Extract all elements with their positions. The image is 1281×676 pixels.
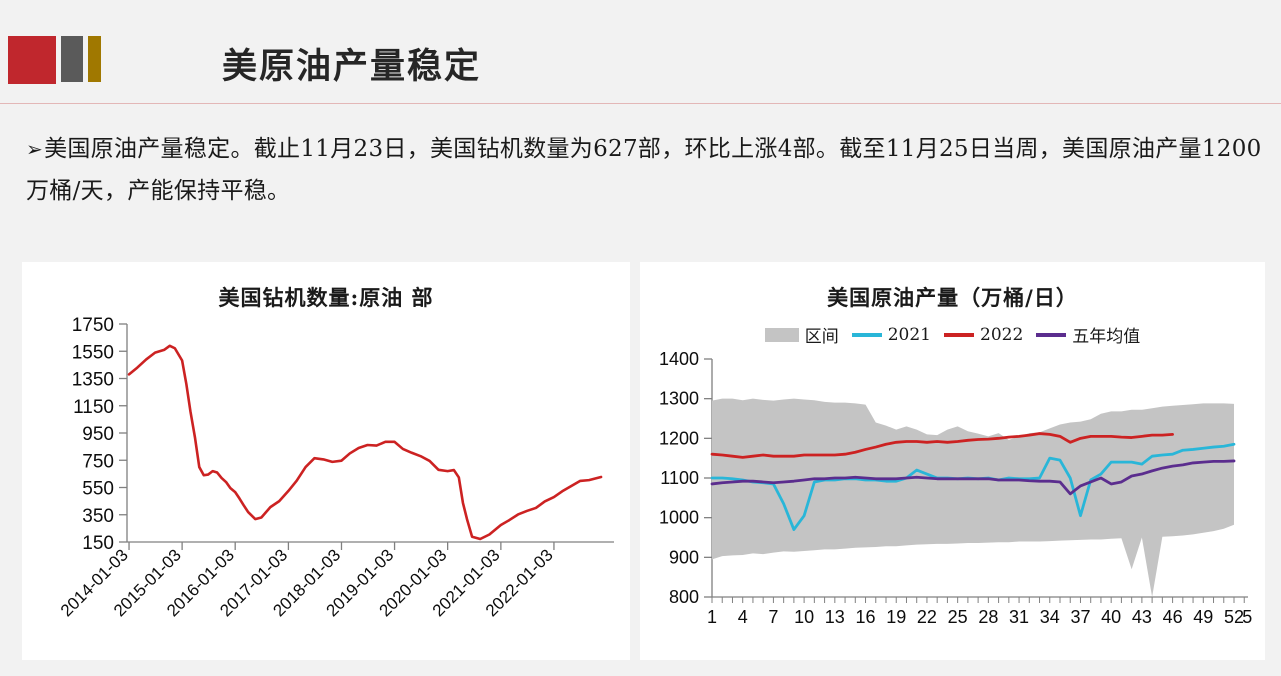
production-chart-legend: 区间 2021 2022 五年均值 [640, 322, 1265, 347]
svg-text:13: 13 [825, 607, 845, 627]
bullet-arrow-icon: ➢ [26, 137, 44, 161]
svg-text:1000: 1000 [659, 508, 699, 528]
legend-swatch-icon [851, 332, 882, 337]
red-bar-icon [8, 36, 56, 84]
legend-label: 2021 [887, 324, 931, 345]
legend-item-2021[interactable]: 2021 [851, 324, 931, 345]
svg-text:1750: 1750 [72, 315, 114, 336]
legend-swatch-icon [1036, 332, 1067, 337]
svg-text:16: 16 [856, 607, 876, 627]
svg-text:1400: 1400 [659, 349, 699, 369]
svg-text:350: 350 [82, 506, 114, 527]
production-plot: 800 900 1000 1100 1200 1300 1400 1 4 7 10 13 16 19 22 2… [640, 347, 1265, 662]
svg-text:19: 19 [886, 607, 906, 627]
legend-swatch-icon [764, 327, 799, 342]
body-paragraph-text: 美国原油产量稳定。截止11月23日，美国钻机数量为627部，环比上涨4部。截至1… [26, 136, 1262, 204]
svg-text:31: 31 [1009, 607, 1029, 627]
svg-text:550: 550 [82, 479, 114, 500]
svg-text:950: 950 [82, 424, 114, 445]
svg-text:1300: 1300 [659, 389, 699, 409]
svg-text:40: 40 [1101, 607, 1121, 627]
header-decoration-bars [8, 36, 101, 84]
legend-label: 五年均值 [1072, 327, 1141, 347]
slide-header: 美原油产量稳定 [0, 0, 1281, 104]
svg-text:43: 43 [1132, 607, 1152, 627]
svg-text:52: 52 [1224, 607, 1244, 627]
svg-text:1550: 1550 [72, 342, 114, 363]
production-chart-title: 美国原油产量（万桶/日） [827, 285, 1078, 310]
legend-swatch-icon [944, 332, 974, 337]
gray-bar-icon [61, 36, 83, 82]
svg-text:1150: 1150 [73, 397, 114, 418]
production-chart-card: 美国原油产量（万桶/日） 区间 2021 2022 五年均值 800 900 1000 11… [640, 262, 1265, 660]
svg-text:4: 4 [738, 607, 748, 627]
legend-item-区间[interactable]: 区间 [764, 322, 839, 347]
body-paragraph: ➢美国原油产量稳定。截止11月23日，美国钻机数量为627部，环比上涨4部。截至… [26, 128, 1271, 212]
svg-text:49: 49 [1193, 607, 1213, 627]
svg-text:46: 46 [1163, 607, 1183, 627]
rig-count-chart-title: 美国钻机数量:原油 部 [218, 285, 434, 310]
rig-count-plot: 150 350 550 750 950 1150 1350 1550 1750 2014-01-0… [22, 312, 630, 652]
gold-bar-icon [88, 36, 101, 82]
svg-text:800: 800 [669, 587, 699, 607]
svg-text:37: 37 [1070, 607, 1090, 627]
svg-text:7: 7 [768, 607, 778, 627]
svg-text:10: 10 [794, 607, 814, 627]
svg-text:1350: 1350 [72, 370, 114, 391]
svg-text:1: 1 [707, 607, 717, 627]
legend-item-五年均值[interactable]: 五年均值 [1036, 322, 1140, 347]
svg-text:34: 34 [1040, 607, 1060, 627]
svg-text:25: 25 [948, 607, 968, 627]
legend-label: 2022 [980, 324, 1024, 345]
svg-text:5: 5 [1242, 607, 1252, 627]
header-divider [0, 103, 1281, 104]
legend-item-2022[interactable]: 2022 [944, 325, 1023, 345]
svg-text:28: 28 [978, 607, 998, 627]
production-svg: 800 900 1000 1100 1200 1300 1400 1 4 7 10 13 16 19 22 2… [659, 349, 1252, 627]
svg-text:1100: 1100 [660, 468, 699, 488]
svg-text:750: 750 [82, 451, 114, 472]
svg-text:1200: 1200 [659, 428, 699, 448]
legend-label: 区间 [804, 327, 839, 347]
rig-count-svg: 15035055075095011501350155017502014-01-0… [57, 315, 614, 620]
rig-count-chart-card: 美国钻机数量:原油 部 150 350 550 750 950 1150 1350 1550 1… [22, 262, 630, 660]
svg-text:22: 22 [917, 607, 937, 627]
svg-text:150: 150 [82, 533, 114, 554]
svg-text:900: 900 [669, 547, 699, 567]
page-title: 美原油产量稳定 [222, 46, 482, 87]
